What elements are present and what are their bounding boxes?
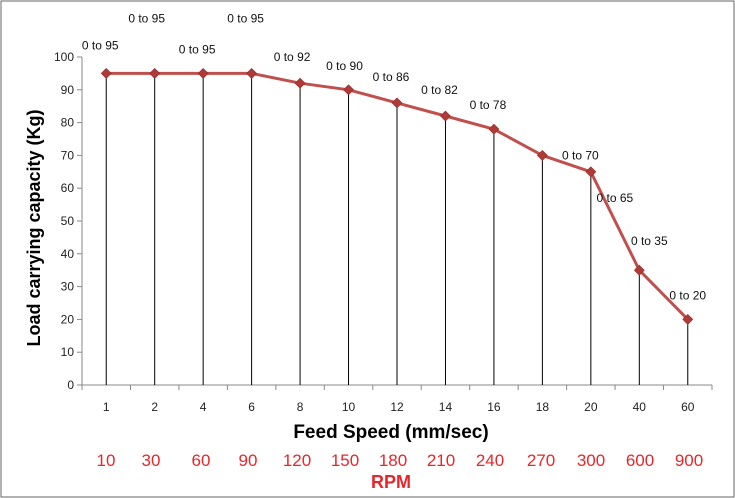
rpm-label: 60: [192, 451, 211, 470]
data-label: 0 to 95: [227, 11, 264, 25]
rpm-label: 270: [527, 451, 555, 470]
x-tick-label: 8: [297, 400, 304, 414]
data-point: [585, 166, 597, 178]
y-tick-label: 90: [61, 83, 75, 97]
rpm-labels: 10 30 60 90 120 150 180 210 240 270 300 600 900: [97, 451, 704, 470]
data-label: 0 to 92: [274, 50, 311, 64]
y-tick-label: 80: [61, 116, 75, 130]
data-label: 0 to 95: [179, 42, 216, 56]
x-tick-label: 60: [681, 400, 695, 414]
rpm-label: 210: [427, 451, 455, 470]
data-label: 0 to 70: [562, 148, 599, 162]
x-tick-label: 40: [633, 400, 647, 414]
rpm-label: 180: [379, 451, 407, 470]
data-point: [440, 110, 451, 122]
x-tick-label: 16: [487, 400, 501, 414]
data-label: 0 to 95: [128, 11, 165, 25]
rpm-label: 120: [283, 451, 311, 470]
rpm-label: 90: [239, 451, 258, 470]
y-tick-label: 0: [67, 378, 74, 392]
data-label: 0 to 20: [669, 288, 706, 302]
data-labels: 0 to 95 0 to 95 0 to 95 0 to 95 0 to 92 0 to …: [82, 11, 707, 302]
y-tick-label: 100: [54, 50, 74, 64]
y-tick-label: 40: [61, 247, 75, 261]
data-point: [197, 67, 209, 79]
x-tick-label: 6: [248, 400, 255, 414]
x-axis-title: Feed Speed (mm/sec): [293, 422, 488, 443]
data-point: [488, 123, 500, 135]
x-tick-label: 18: [536, 400, 550, 414]
rpm-label: 150: [331, 451, 359, 470]
x-tick-label: 4: [200, 400, 207, 414]
data-point: [149, 67, 161, 79]
x-tick-label: 1: [103, 400, 110, 414]
rpm-label: 10: [97, 451, 116, 470]
rpm-label: 240: [476, 451, 504, 470]
data-label: 0 to 95: [82, 38, 119, 52]
data-label: 0 to 90: [326, 59, 363, 73]
data-label: 0 to 65: [596, 191, 633, 205]
y-tick-label: 30: [61, 280, 75, 294]
rpm-title: RPM: [371, 472, 411, 492]
data-point: [633, 264, 645, 276]
y-tick-label: 60: [61, 181, 75, 195]
data-point: [294, 77, 306, 89]
markers: [100, 67, 694, 325]
data-point: [100, 67, 112, 79]
rpm-label: 30: [142, 451, 161, 470]
x-tick-label: 20: [584, 400, 598, 414]
y-tick-label: 50: [61, 214, 75, 228]
x-tick-label: 2: [151, 400, 158, 414]
data-label: 0 to 78: [470, 98, 507, 112]
x-tick-label: 10: [342, 400, 356, 414]
y-tick-label: 10: [61, 345, 75, 359]
rpm-label: 900: [675, 451, 703, 470]
y-tick-label: 70: [61, 148, 75, 162]
data-label: 0 to 35: [631, 234, 668, 248]
data-point: [246, 67, 258, 79]
rpm-label: 600: [626, 451, 654, 470]
y-axis-title: Load carrying capacity (Kg): [24, 109, 44, 346]
data-point: [391, 97, 403, 109]
drop-lines: [105, 73, 689, 385]
y-tick-label: 20: [61, 312, 75, 326]
data-point: [343, 84, 354, 96]
data-point: [682, 313, 694, 325]
data-label: 0 to 86: [373, 70, 410, 84]
data-point: [536, 149, 548, 161]
rpm-label: 300: [577, 451, 605, 470]
x-tick-label: 12: [390, 400, 404, 414]
x-tick-label: 14: [439, 400, 453, 414]
data-label: 0 to 82: [421, 83, 458, 97]
